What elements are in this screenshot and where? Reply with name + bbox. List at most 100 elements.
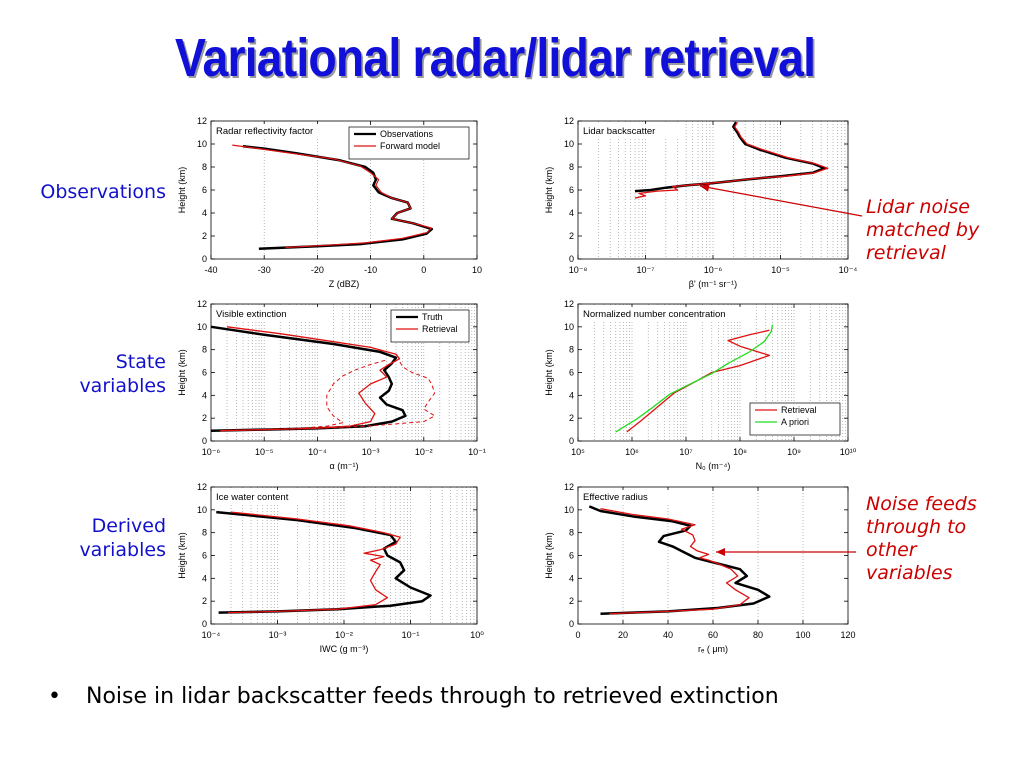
y-tick-label: 10 xyxy=(564,139,574,149)
y-tick-label: 0 xyxy=(569,254,574,264)
y-tick-label: 6 xyxy=(569,185,574,195)
x-tick-label: -30 xyxy=(258,265,271,275)
y-tick-label: 12 xyxy=(564,299,574,309)
y-tick-label: 8 xyxy=(202,162,207,172)
x-tick-label: 0 xyxy=(575,630,580,640)
chart-title: Radar reflectivity factor xyxy=(216,126,313,137)
series-line-1 xyxy=(210,325,407,432)
y-tick-label: 6 xyxy=(569,551,574,561)
chart-2: 0 2 4 6 8 10 12 10⁻⁸ 10⁻⁷ 10⁻⁶ 10⁻⁵ 10⁻⁴ β' (m⁻¹ sr⁻… xyxy=(544,116,857,289)
y-axis-label: Height (km) xyxy=(177,167,187,214)
x-tick-label: 60 xyxy=(708,630,718,640)
y-axis-label: Height (km) xyxy=(544,532,554,579)
x-tick-label: 10⁻³ xyxy=(269,630,287,640)
x-tick-label: 10⁻⁴ xyxy=(308,447,327,457)
chart-title-bg xyxy=(213,124,356,137)
y-axis-label: Height (km) xyxy=(177,349,187,396)
legend-label: Retrieval xyxy=(781,405,817,415)
legend-label: Retrieval xyxy=(422,324,458,334)
chart-title: Lidar backscatter xyxy=(583,126,655,137)
x-tick-label: 10¹⁰ xyxy=(840,447,857,457)
x-tick-label: 0 xyxy=(421,265,426,275)
legend-label: Forward model xyxy=(380,141,440,151)
y-tick-label: 12 xyxy=(197,299,207,309)
legend-label: Truth xyxy=(422,312,443,322)
x-tick-label: 80 xyxy=(753,630,763,640)
slide-title: Variational radar/lidar retrieval xyxy=(175,28,816,88)
plot-area xyxy=(211,487,477,624)
lidar-noise-arrow xyxy=(699,183,863,217)
y-tick-label: 8 xyxy=(202,528,207,538)
chart-title-bg xyxy=(580,490,675,503)
y-tick-label: 8 xyxy=(569,345,574,355)
x-tick-label: 10⁻⁴ xyxy=(839,265,858,275)
x-tick-label: 10⁸ xyxy=(733,447,747,457)
grid-lines xyxy=(230,487,475,624)
row-label-derived-variables: Derived variables xyxy=(79,515,166,561)
series-line-2 xyxy=(600,508,750,615)
legend-box xyxy=(348,126,470,160)
chart-title: Visible extinction xyxy=(216,309,287,320)
x-tick-label: 100 xyxy=(795,630,810,640)
y-tick-label: 4 xyxy=(202,208,207,218)
y-tick-label: 0 xyxy=(569,619,574,629)
series-line-2 xyxy=(232,144,432,249)
x-tick-label: -20 xyxy=(311,265,324,275)
series-line-3 xyxy=(220,360,436,432)
y-tick-label: 4 xyxy=(569,573,574,583)
y-tick-label: 2 xyxy=(569,413,574,423)
chart-title-bg xyxy=(580,307,756,320)
y-axis-label: Height (km) xyxy=(177,532,187,579)
y-tick-label: 6 xyxy=(569,368,574,378)
x-tick-label: 10⁶ xyxy=(625,447,639,457)
y-tick-label: 2 xyxy=(569,596,574,606)
x-tick-label: 10⁻² xyxy=(335,630,353,640)
chart-title: Effective radius xyxy=(583,492,648,503)
y-tick-label: 4 xyxy=(202,390,207,400)
x-axis-label: α (m⁻¹) xyxy=(330,461,359,471)
y-tick-label: 10 xyxy=(197,139,207,149)
x-tick-label: 10⁻⁸ xyxy=(569,265,588,275)
y-axis-label: Height (km) xyxy=(544,349,554,396)
grid-lines xyxy=(597,121,846,259)
x-tick-label: 10⁻¹ xyxy=(402,630,420,640)
row-label-observations: Observations xyxy=(40,181,166,203)
y-tick-label: 0 xyxy=(202,436,207,446)
bullet-dot-icon: • xyxy=(48,684,61,709)
legend-label: A priori xyxy=(781,417,809,427)
x-tick-label: 20 xyxy=(618,630,628,640)
x-tick-label: 10⁻⁵ xyxy=(771,265,790,275)
bullet-text: Noise in lidar backscatter feeds through… xyxy=(86,684,779,709)
y-tick-label: 6 xyxy=(202,185,207,195)
y-tick-label: 12 xyxy=(564,116,574,126)
arrow-shaft xyxy=(699,185,863,217)
y-tick-label: 0 xyxy=(202,254,207,264)
x-axis-label: rₑ ( μm) xyxy=(698,644,728,654)
y-tick-label: 0 xyxy=(202,619,207,629)
x-tick-label: 10⁰ xyxy=(470,630,484,640)
series-line-2 xyxy=(634,121,829,199)
x-tick-label: 40 xyxy=(663,630,673,640)
y-tick-label: 2 xyxy=(202,596,207,606)
series-line-2 xyxy=(220,326,401,432)
x-tick-label: 10⁻⁷ xyxy=(636,265,654,275)
x-axis-label: IWC (g m⁻³) xyxy=(320,644,369,654)
x-tick-label: 10⁻³ xyxy=(362,447,380,457)
x-tick-label: -10 xyxy=(364,265,377,275)
y-tick-label: 2 xyxy=(569,231,574,241)
bullet-item: • Noise in lidar backscatter feeds throug… xyxy=(48,683,1008,711)
x-axis-label: Z (dBZ) xyxy=(329,279,360,289)
chart-3: 0 2 4 6 8 10 12 10⁻⁶ 10⁻⁵ 10⁻⁴ 10⁻³ 10⁻² 10⁻¹ α (m⁻¹)… xyxy=(177,299,486,471)
x-tick-label: -40 xyxy=(204,265,217,275)
x-tick-label: 10⁻¹ xyxy=(468,447,486,457)
chart-title: Normalized number concentration xyxy=(583,309,726,320)
y-tick-label: 0 xyxy=(569,436,574,446)
y-tick-label: 8 xyxy=(569,162,574,172)
series-line-1 xyxy=(626,329,771,433)
y-tick-label: 4 xyxy=(569,390,574,400)
x-tick-label: 10⁵ xyxy=(571,447,585,457)
grid-lines xyxy=(263,121,425,259)
x-tick-label: 10⁻² xyxy=(415,447,433,457)
